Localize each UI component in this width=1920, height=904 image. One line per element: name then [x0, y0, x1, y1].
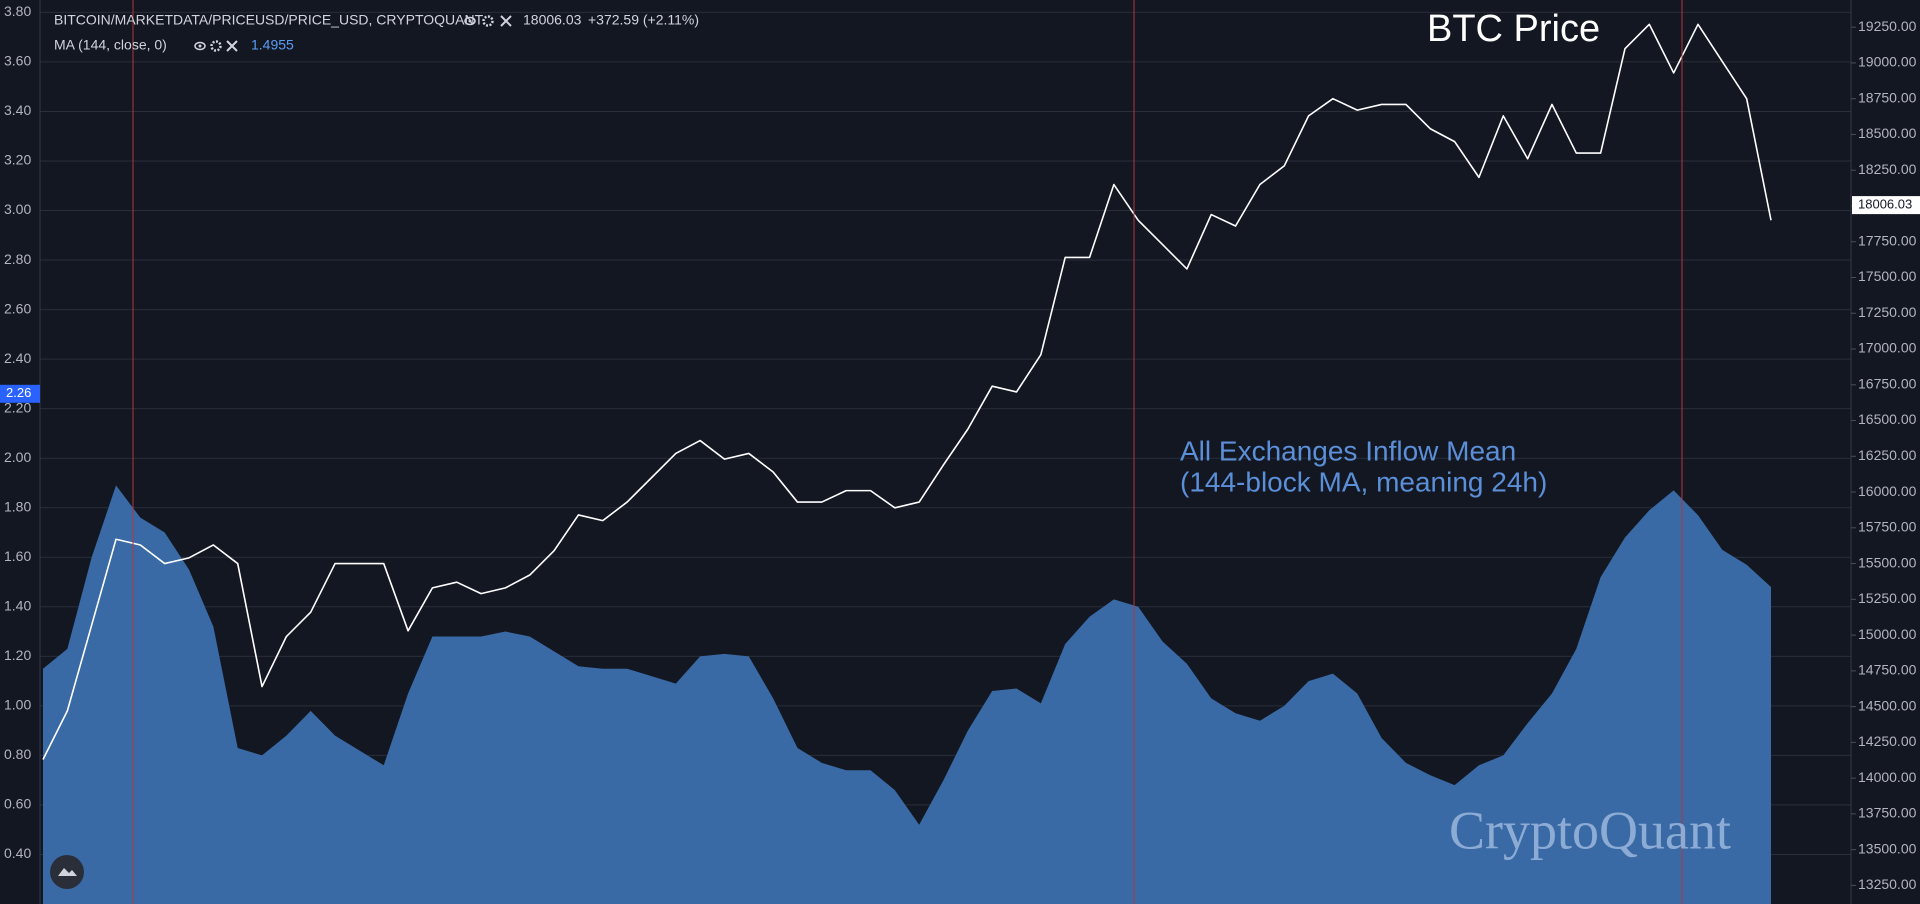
y2-tick-label: 15500.00	[1858, 554, 1917, 570]
logo[interactable]	[50, 855, 84, 889]
last-price: 18006.03	[523, 12, 582, 28]
y-tick-label: 2.00	[4, 449, 31, 465]
series-name: MA (144, close, 0)	[54, 37, 167, 53]
y2-tick-label: 18500.00	[1858, 125, 1917, 141]
cursor-label: 2.26	[6, 385, 31, 400]
left-axis-panel	[0, 0, 40, 904]
y-tick-label: 3.20	[4, 152, 31, 168]
y2-tick-label: 13250.00	[1858, 876, 1917, 892]
plot-area	[42, 23, 1772, 904]
y-tick-label: 1.80	[4, 498, 31, 514]
series-name: BITCOIN/MARKETDATA/PRICEUSD/PRICE_USD, C…	[54, 12, 484, 28]
annotation-inflow: All Exchanges Inflow Mean	[1180, 435, 1516, 466]
y2-tick-label: 14500.00	[1858, 697, 1917, 713]
eye-pupil	[198, 44, 202, 48]
annotation-btc: BTC Price	[1427, 8, 1600, 50]
y-tick-label: 1.60	[4, 548, 31, 564]
y2-tick-label: 17500.00	[1858, 268, 1917, 284]
y2-tick-label: 15000.00	[1858, 626, 1917, 642]
y2-tick-label: 16000.00	[1858, 483, 1917, 499]
y2-tick-label: 14000.00	[1858, 769, 1917, 785]
series-icons[interactable]	[194, 40, 238, 52]
y2-tick-label: 16500.00	[1858, 411, 1917, 427]
eye-icon[interactable]	[464, 16, 476, 26]
y2-tick-label: 15750.00	[1858, 519, 1917, 535]
watermark: CryptoQuant	[1449, 800, 1731, 860]
price-change: +372.59 (+2.11%)	[588, 12, 699, 28]
y-tick-label: 0.80	[4, 746, 31, 762]
y-tick-label: 2.60	[4, 300, 31, 316]
y-tick-label: 3.60	[4, 53, 31, 69]
y-tick-label: 3.80	[4, 3, 31, 19]
y-tick-label: 1.20	[4, 647, 31, 663]
y2-tick-label: 16750.00	[1858, 375, 1917, 391]
y2-tick-label: 17000.00	[1858, 340, 1917, 356]
y-tick-label: 2.20	[4, 399, 31, 415]
y-tick-label: 0.60	[4, 796, 31, 812]
last-price-label: 18006.03	[1858, 197, 1912, 212]
eye-icon[interactable]	[194, 41, 206, 51]
y-tick-label: 2.80	[4, 251, 31, 267]
y-tick-label: 3.40	[4, 102, 31, 118]
annotation-inflow-note: (144-block MA, meaning 24h)	[1180, 466, 1547, 497]
y-tick-label: 3.00	[4, 201, 31, 217]
y2-tick-label: 14750.00	[1858, 662, 1917, 678]
ma-last-value: 1.4955	[251, 37, 294, 53]
settings-icon[interactable]	[210, 40, 222, 52]
y2-tick-label: 19250.00	[1858, 18, 1917, 34]
eye-pupil	[468, 19, 472, 23]
y2-tick-label: 13500.00	[1858, 840, 1917, 856]
y-tick-label: 2.40	[4, 350, 31, 366]
logo-mark	[58, 868, 77, 876]
y-tick-label: 0.40	[4, 845, 31, 861]
y2-tick-label: 18750.00	[1858, 89, 1917, 105]
line	[42, 23, 1772, 760]
right-axis-panel	[1851, 0, 1920, 904]
y2-tick-label: 14250.00	[1858, 733, 1917, 749]
settings-icon[interactable]	[482, 15, 494, 27]
y2-tick-label: 16250.00	[1858, 447, 1917, 463]
y2-tick-label: 18250.00	[1858, 161, 1917, 177]
y-tick-label: 1.00	[4, 697, 31, 713]
y2-tick-label: 15250.00	[1858, 590, 1917, 606]
area	[43, 485, 1771, 904]
y2-tick-label: 13750.00	[1858, 805, 1917, 821]
series-icons[interactable]	[464, 15, 512, 27]
cursor-tag	[0, 384, 40, 403]
axes: 0.40 0.60 0.80 1.00 1.20 1.40 1.60 1.80 2.00 2.20…	[0, 3, 1920, 892]
y-tick-label: 1.40	[4, 597, 31, 613]
y2-tick-label: 17250.00	[1858, 304, 1917, 320]
y2-tick-label: 19000.00	[1858, 54, 1917, 70]
close-icon[interactable]	[500, 15, 512, 27]
close-icon[interactable]	[226, 40, 238, 52]
last-price-tag	[1852, 196, 1920, 215]
y2-tick-label: 17750.00	[1858, 232, 1917, 248]
